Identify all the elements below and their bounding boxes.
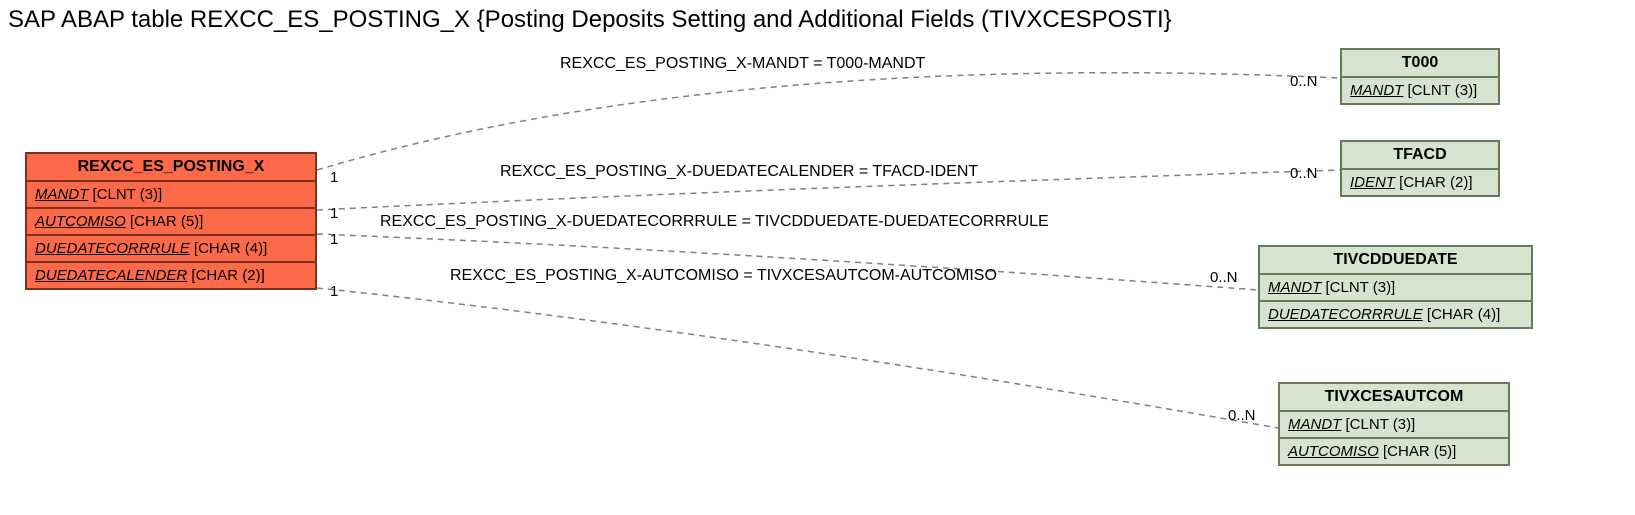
entity-field: AUTCOMISO [CHAR (5)] — [1280, 439, 1508, 464]
cardinality-from: 1 — [330, 205, 338, 222]
field-name: AUTCOMISO — [1288, 443, 1379, 460]
cardinality-from: 1 — [330, 169, 338, 186]
cardinality-to: 0..N — [1228, 407, 1256, 424]
entity-field: MANDT [CLNT (3)] — [27, 182, 315, 209]
entity-header: TIVCDDUEDATE — [1260, 247, 1531, 275]
entity-field: MANDT [CLNT (3)] — [1260, 275, 1531, 302]
entity-field: AUTCOMISO [CHAR (5)] — [27, 209, 315, 236]
field-name: MANDT — [1268, 279, 1321, 296]
relationship-edge — [317, 170, 1340, 210]
cardinality-to: 0..N — [1210, 269, 1238, 286]
field-name: DUEDATECALENDER — [35, 267, 187, 284]
cardinality-from: 1 — [330, 283, 338, 300]
entity-field: IDENT [CHAR (2)] — [1342, 170, 1498, 195]
entity-field: DUEDATECALENDER [CHAR (2)] — [27, 263, 315, 288]
relationship-edge — [317, 234, 1258, 290]
entity-tfacd: TFACDIDENT [CHAR (2)] — [1340, 140, 1500, 197]
entity-header: TIVXCESAUTCOM — [1280, 384, 1508, 412]
field-name: AUTCOMISO — [35, 213, 126, 230]
entity-field: MANDT [CLNT (3)] — [1342, 78, 1498, 103]
cardinality-to: 0..N — [1290, 73, 1318, 90]
edge-label: REXCC_ES_POSTING_X-AUTCOMISO = TIVXCESAU… — [450, 267, 997, 284]
page-title: SAP ABAP table REXCC_ES_POSTING_X {Posti… — [8, 6, 1172, 34]
relationship-edge — [317, 73, 1340, 170]
edge-label: REXCC_ES_POSTING_X-DUEDATECALENDER = TFA… — [500, 163, 978, 180]
field-name: DUEDATECORRRULE — [1268, 306, 1423, 323]
field-name: DUEDATECORRRULE — [35, 240, 190, 257]
cardinality-to: 0..N — [1290, 165, 1318, 182]
entity-header: T000 — [1342, 50, 1498, 78]
edge-label: REXCC_ES_POSTING_X-DUEDATECORRRULE = TIV… — [380, 213, 1049, 230]
entity-rexcc_es_posting_x: REXCC_ES_POSTING_XMANDT [CLNT (3)]AUTCOM… — [25, 152, 317, 290]
relationship-edge — [317, 288, 1278, 428]
edge-label: REXCC_ES_POSTING_X-MANDT = T000-MANDT — [560, 55, 926, 72]
entity-header: TFACD — [1342, 142, 1498, 170]
entity-t000: T000MANDT [CLNT (3)] — [1340, 48, 1500, 105]
entity-tivcdduedate: TIVCDDUEDATEMANDT [CLNT (3)]DUEDATECORRR… — [1258, 245, 1533, 329]
entity-field: MANDT [CLNT (3)] — [1280, 412, 1508, 439]
entity-field: DUEDATECORRRULE [CHAR (4)] — [1260, 302, 1531, 327]
entity-tivxcesautcom: TIVXCESAUTCOMMANDT [CLNT (3)]AUTCOMISO [… — [1278, 382, 1510, 466]
field-name: MANDT — [35, 186, 88, 203]
field-name: MANDT — [1288, 416, 1341, 433]
entity-header: REXCC_ES_POSTING_X — [27, 154, 315, 182]
cardinality-from: 1 — [330, 231, 338, 248]
entity-field: DUEDATECORRRULE [CHAR (4)] — [27, 236, 315, 263]
field-name: MANDT — [1350, 82, 1403, 99]
field-name: IDENT — [1350, 174, 1395, 191]
